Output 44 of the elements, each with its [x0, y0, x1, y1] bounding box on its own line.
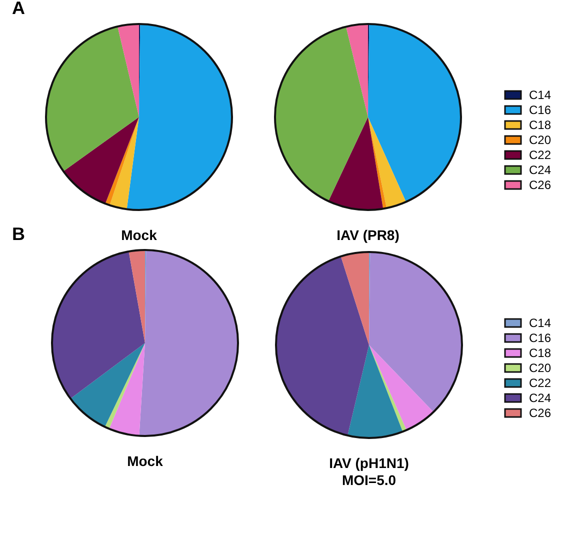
pie-slice: [369, 345, 434, 430]
pie-slice: [70, 343, 145, 427]
legend-label: C16: [529, 103, 552, 117]
text: Mock: [127, 453, 164, 469]
legend-label: C18: [529, 346, 552, 360]
text: IAV (PR8): [336, 227, 400, 243]
pie-slice: [276, 256, 369, 436]
legend-label: C24: [529, 391, 552, 405]
pie-slice: [110, 117, 139, 210]
pie-slice: [109, 343, 145, 436]
pie-slice: [369, 252, 462, 412]
legend-label: C22: [529, 148, 552, 162]
pie-slice: [340, 252, 369, 345]
legend-label: C14: [529, 316, 552, 330]
legend-label: C20: [529, 133, 552, 147]
legend-label: C14: [529, 88, 552, 102]
text: Mock: [121, 227, 158, 243]
pie-slice: [139, 250, 238, 436]
pie-slice: [126, 24, 232, 210]
pie-slice: [52, 251, 145, 399]
text: IAV (pH1N1) MOI=5.0: [329, 455, 409, 488]
text: B: [12, 224, 25, 244]
legend-label: C16: [529, 331, 552, 345]
pie-slice: [46, 26, 139, 172]
pie-slice: [105, 117, 139, 206]
pie-slice: [118, 24, 139, 117]
pie-slice: [368, 24, 461, 202]
legend-label: C26: [529, 406, 552, 420]
pie-slice: [128, 250, 145, 343]
pie-slice: [368, 117, 387, 209]
legend-label: C26: [529, 178, 552, 192]
legend-label: C22: [529, 376, 552, 390]
legend-label: C18: [529, 118, 552, 132]
legend-label: C24: [529, 163, 552, 177]
pie-slice: [368, 117, 406, 208]
pie-slice: [346, 24, 368, 117]
legend-label: C20: [529, 361, 552, 375]
pie-slice: [63, 117, 139, 204]
pie-slice: [104, 343, 145, 429]
pie-slice: [328, 117, 384, 210]
text: A: [12, 0, 25, 18]
pie-slice: [275, 26, 368, 202]
pie-slice: [348, 345, 403, 438]
pie-slice: [369, 345, 406, 432]
